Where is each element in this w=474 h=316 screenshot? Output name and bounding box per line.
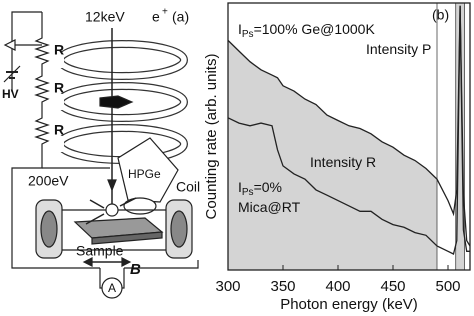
- circuit-wire-part: [3, 39, 16, 51]
- circuit-wire-part: [11, 12, 100, 269]
- coil-rings-part: [57, 41, 187, 79]
- beam-part: [107, 179, 117, 192]
- annotation-text: Intensity R: [310, 154, 376, 170]
- circuit-wire-part: [3, 65, 21, 83]
- annotation-symbol: I: [238, 179, 242, 195]
- hpge-detector-part: [123, 197, 157, 215]
- x-axis-title: Photon energy (keV): [280, 296, 418, 313]
- y-axis-title: Counting rate (arb. units): [203, 54, 220, 220]
- annotation: Intensity P: [366, 41, 431, 57]
- beam: [99, 28, 134, 205]
- annotation: IPs=100% Ge@1000K: [238, 21, 375, 40]
- particle: e: [152, 9, 160, 25]
- annotation-text: =0%: [254, 179, 282, 195]
- field-arrow: [82, 257, 132, 267]
- resistor-label: R: [54, 80, 64, 96]
- ammeter-part: [122, 268, 125, 289]
- annotation-text: =100% Ge@1000K: [254, 21, 376, 37]
- sample-part: [119, 197, 137, 207]
- spectrum-line: [227, 5, 471, 247]
- annotation-text: Intensity P: [366, 41, 431, 57]
- resistor-label: R: [54, 42, 64, 58]
- annotation: IPs=0%: [238, 179, 282, 198]
- field-label: B: [130, 261, 141, 278]
- beam-energy: 12keV: [85, 9, 125, 25]
- x-tick-label: 300: [215, 278, 240, 295]
- sample-part: [105, 203, 119, 217]
- annotation-text: Mica@RT: [238, 199, 301, 215]
- annotation-symbol: I: [238, 21, 242, 37]
- spectrum-chart: 300 350 400 450 500 Photon energy (keV) Counti…: [203, 2, 471, 313]
- hpge-detector-part: [117, 137, 179, 203]
- x-tick-label: 500: [435, 278, 460, 295]
- resistor-label: R: [54, 122, 64, 138]
- shaded-region: [228, 40, 437, 270]
- circuit-wire-part: [124, 260, 199, 269]
- annotation: Mica@RT: [238, 199, 301, 215]
- energy-label: 200eV: [28, 173, 69, 189]
- coil-label: Coil: [176, 179, 200, 195]
- coil-rings-part: [52, 94, 64, 110]
- sample-part: [89, 199, 105, 209]
- x-tick-label: 450: [380, 278, 405, 295]
- x-tick-label: 350: [270, 278, 295, 295]
- panel-label: (a): [172, 9, 189, 25]
- meter-label: A: [108, 281, 116, 295]
- circuit-wire: [3, 11, 199, 269]
- field-arrow-part: [82, 257, 93, 267]
- coil-rings-part: [52, 52, 64, 68]
- coil-rings-part: [52, 136, 64, 152]
- sample-part: [91, 231, 163, 245]
- detector-label: HPGe: [128, 167, 161, 181]
- plot-frame: [227, 2, 471, 271]
- beam-part: [99, 95, 134, 109]
- charge: +: [162, 7, 168, 18]
- panel-label: (b): [432, 7, 449, 23]
- spectrum-line: [227, 5, 470, 255]
- annotation-subscript: Ps: [242, 29, 254, 40]
- sample: [73, 197, 164, 245]
- field-arrow-part: [121, 257, 132, 267]
- sample-part: [85, 213, 105, 225]
- x-tick-label: 400: [325, 278, 350, 295]
- circuit-wire-part: [11, 11, 42, 92]
- annotation-subscript: Ps: [242, 187, 254, 198]
- sample-label: Sample: [76, 243, 124, 259]
- hv-label: HV: [2, 87, 19, 101]
- annotation: Intensity R: [310, 154, 376, 170]
- schematic: 12keV e + (a) R R R HV 200eV HPGe Coil S…: [2, 7, 200, 299]
- ammeter: [99, 268, 125, 299]
- magnets-part: [40, 210, 58, 248]
- ammeter-part: [99, 268, 102, 289]
- magnets-part: [170, 210, 188, 248]
